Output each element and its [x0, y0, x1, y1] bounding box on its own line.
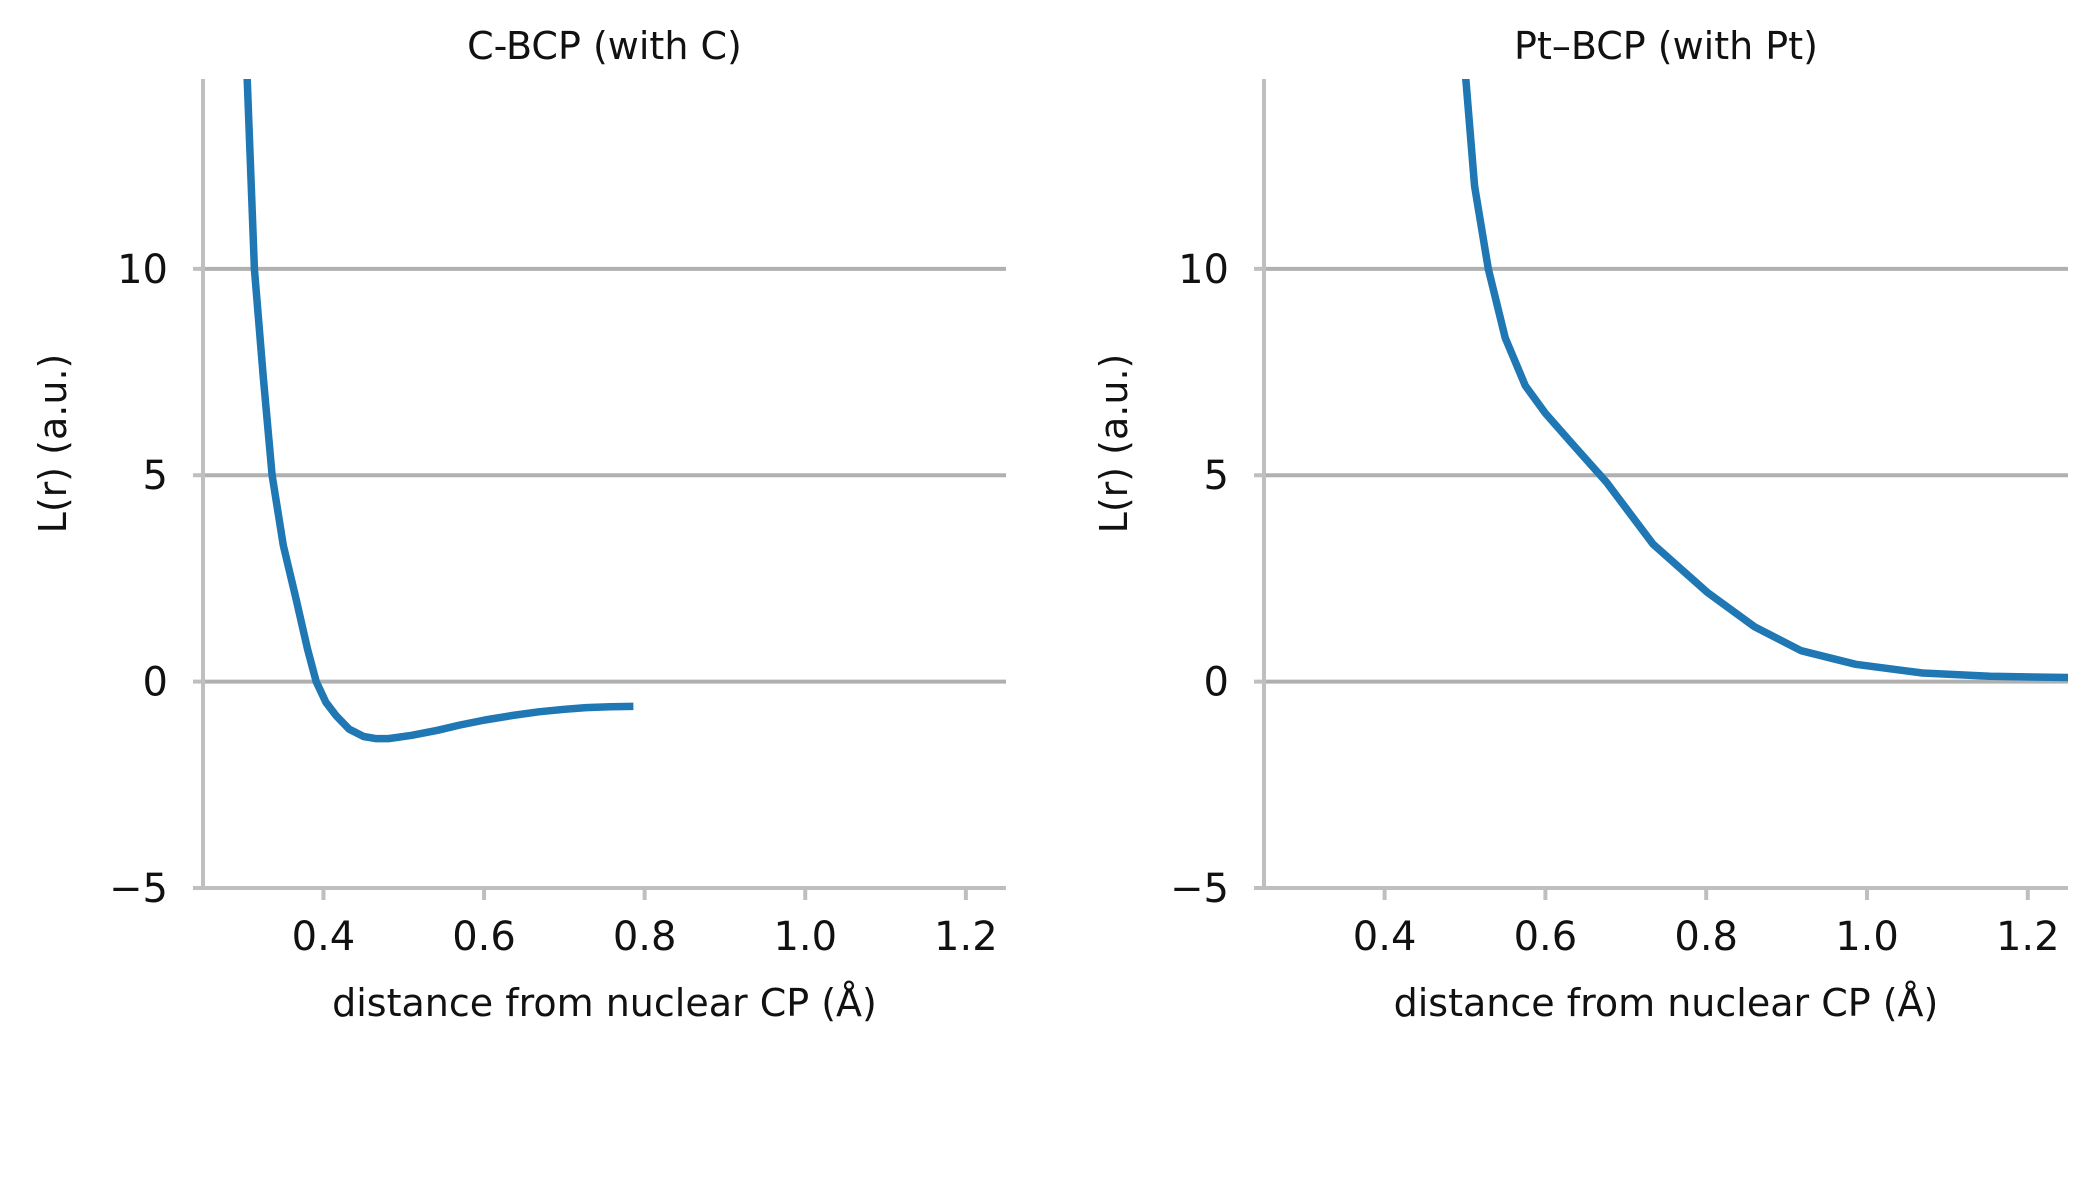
- y-tick-label: 0: [143, 660, 168, 706]
- chart-title: C-BCP (with C): [467, 24, 742, 68]
- x-axis-label: distance from nuclear CP (Å): [332, 981, 877, 1025]
- y-tick-label: 5: [143, 453, 168, 499]
- y-tick-label: −5: [1170, 866, 1229, 912]
- y-tick-label: 5: [1204, 453, 1229, 499]
- y-tick-label: 0: [1204, 660, 1229, 706]
- x-tick-label: 1.0: [1835, 914, 1899, 960]
- x-tick-label: 1.0: [773, 914, 837, 960]
- x-axis-label: distance from nuclear CP (Å): [1394, 981, 1939, 1025]
- data-line: [243, 79, 634, 743]
- y-axis-label: L(r) (a.u.): [1092, 354, 1136, 534]
- x-tick-label: 0.8: [1674, 914, 1738, 960]
- panel-pt-bcp: −5 0 5 10 0.4 0.6 0.8 1.0 1.2 Pt–BCP (with Pt) dis…: [1092, 24, 2069, 1025]
- y-tick-label: 10: [1178, 247, 1229, 293]
- x-tick-label: 1.2: [934, 914, 998, 960]
- y-axis-label: L(r) (a.u.): [31, 354, 75, 534]
- x-tick-label: 0.8: [613, 914, 677, 960]
- x-tick-label: 0.6: [452, 914, 516, 960]
- x-tick-label: 1.2: [1996, 914, 2060, 960]
- panel-c-bcp: −5 0 5 10 0.4 0.6 0.8 1.0 1.2 C-BCP (with C) dista…: [31, 24, 1006, 1025]
- x-tick-label: 0.6: [1514, 914, 1578, 960]
- data-line: [1462, 79, 2069, 682]
- x-tick-label: 0.4: [292, 914, 356, 960]
- x-tick-label: 0.4: [1353, 914, 1417, 960]
- chart-title: Pt–BCP (with Pt): [1514, 24, 1818, 68]
- y-tick-label: −5: [109, 866, 168, 912]
- y-tick-label: 10: [117, 247, 168, 293]
